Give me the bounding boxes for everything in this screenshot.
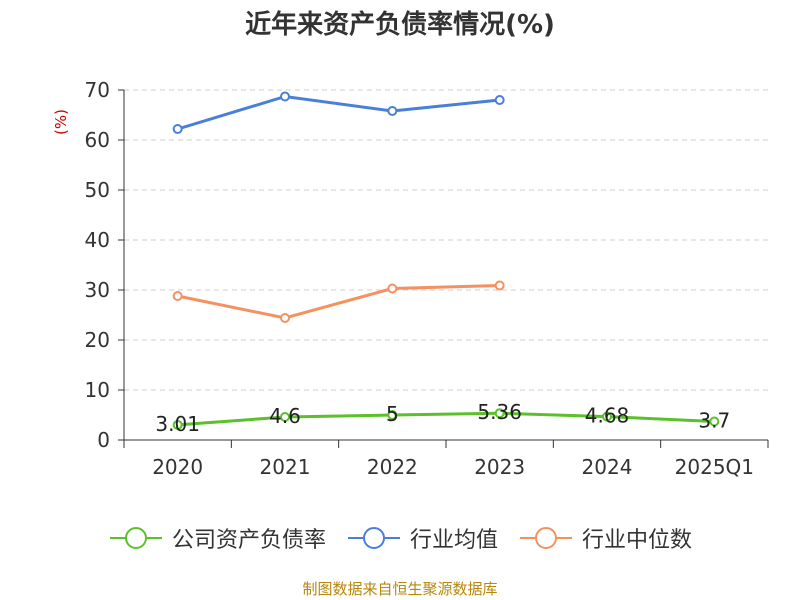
legend-item: 行业中位数 <box>518 522 692 554</box>
data-point <box>387 410 398 420</box>
legend-label: 行业中位数 <box>582 528 693 553</box>
x-tick-label: 2022 <box>367 455 418 479</box>
y-tick-label: 20 <box>85 328 110 352</box>
y-tick-label: 50 <box>85 178 110 202</box>
data-point <box>172 291 183 301</box>
data-label: 4.68 <box>585 404 630 428</box>
data-point <box>602 411 612 422</box>
data-label: 5.36 <box>477 400 522 424</box>
legend-swatch-marker <box>362 527 385 549</box>
data-point <box>494 95 505 105</box>
source-note: 制图数据来自恒生聚源数据库 <box>302 580 498 598</box>
series-line-0 <box>177 411 715 427</box>
chart-title: 近年来资产负债率情况(%) <box>245 10 555 40</box>
data-point <box>494 280 505 291</box>
legend-swatch-marker <box>535 527 557 549</box>
data-point <box>387 106 398 116</box>
data-point <box>280 91 290 102</box>
data-label: 4.6 <box>269 404 301 428</box>
x-tick-label: 2024 <box>582 455 633 479</box>
data-point <box>172 124 183 134</box>
data-point <box>172 419 183 430</box>
y-tick-label: 70 <box>85 78 110 102</box>
legend-label: 公司资产负债率 <box>171 528 326 553</box>
legend: 公司资产负债率 行业均值 行业中位数 <box>0 520 800 556</box>
x-tick-label: 2023 <box>474 455 525 479</box>
series-line-1 <box>177 94 500 131</box>
y-tick-label: 40 <box>85 228 110 252</box>
data-point <box>280 313 290 323</box>
y-tick-label: 30 <box>85 278 110 302</box>
y-tick-label: 0 <box>97 428 110 452</box>
data-label: 3.01 <box>155 412 200 436</box>
data-point <box>709 416 720 427</box>
legend-label: 行业均值 <box>409 528 498 553</box>
x-tick-label: 2020 <box>152 455 203 479</box>
line-chart: 0 10 20 30 40 50 60 70 2020 2021 2022 2023 2024 2025Q… <box>85 78 769 479</box>
x-tick-label: 2021 <box>260 455 311 479</box>
legend-swatch <box>520 527 572 549</box>
data-point <box>387 283 398 294</box>
y-tick-label: 60 <box>85 128 110 152</box>
x-tick-label: 2025Q1 <box>675 455 754 479</box>
legend-swatch-marker <box>124 527 147 549</box>
data-point <box>280 412 290 422</box>
y-tick-label: 10 <box>85 378 110 402</box>
data-label: 5 <box>386 402 399 426</box>
legend-item: 公司资产负债率 <box>108 522 326 554</box>
series-line-2 <box>177 284 500 320</box>
data-label: 3.7 <box>698 409 730 433</box>
data-point <box>494 408 505 419</box>
legend-swatch <box>109 527 162 549</box>
legend-swatch <box>347 527 400 549</box>
legend-item: 行业均值 <box>346 522 498 554</box>
